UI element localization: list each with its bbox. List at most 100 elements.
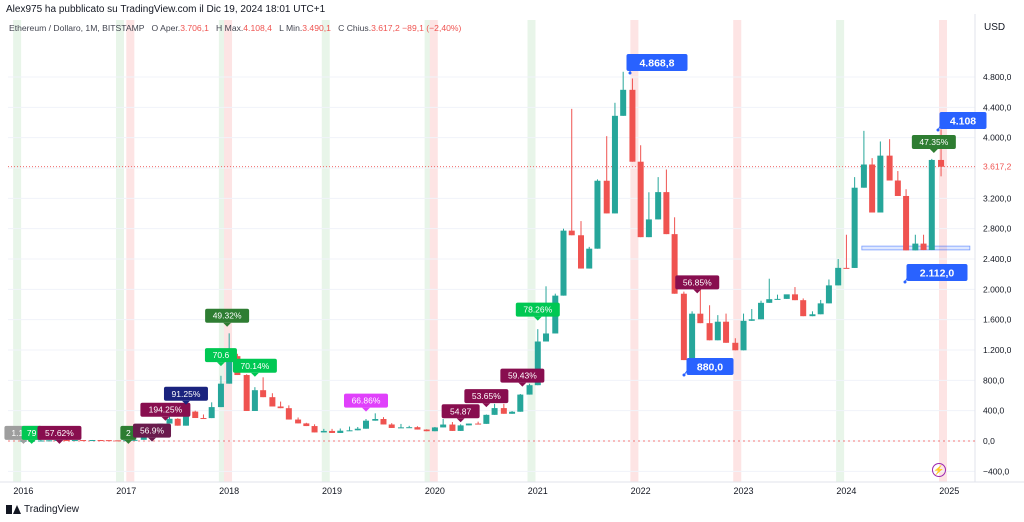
candle[interactable] [260,377,267,398]
candle[interactable] [774,294,781,300]
candle[interactable] [714,315,721,341]
candle[interactable] [483,414,490,424]
candle[interactable] [877,141,884,213]
candle[interactable] [295,417,302,424]
percent-change-label[interactable]: 49.32% [205,308,250,327]
candle[interactable] [817,299,824,315]
candle[interactable] [80,440,87,442]
candle[interactable] [475,421,482,425]
candle[interactable] [354,426,361,431]
candle[interactable] [732,338,739,351]
candle[interactable] [174,418,181,426]
percent-change-label[interactable]: 2 [120,425,137,444]
candle[interactable] [655,177,662,220]
candle[interactable] [886,139,893,181]
candle[interactable] [71,440,78,442]
candle[interactable] [431,426,438,432]
lightning-icon[interactable]: ⚡ [932,463,946,477]
candle[interactable] [414,426,421,430]
percent-change-label[interactable]: 66.86% [343,393,388,412]
candle[interactable] [706,305,713,341]
candle[interactable] [869,158,876,213]
candle[interactable] [912,234,919,251]
candle[interactable] [97,439,104,442]
candle[interactable] [406,425,413,429]
candle[interactable] [894,171,901,196]
candle[interactable] [200,414,207,420]
percent-change-label[interactable]: 59.43% [500,368,545,387]
candle[interactable] [928,158,935,251]
candle[interactable] [89,439,96,442]
candle[interactable] [629,78,636,162]
candle[interactable] [723,313,730,343]
candle[interactable] [526,383,533,395]
currency-label[interactable]: USD [984,22,1006,33]
candle[interactable] [594,179,601,249]
tradingview-brand[interactable]: TradingView [6,504,79,515]
candle[interactable] [809,311,816,317]
candle[interactable] [611,102,618,214]
candle[interactable] [285,405,292,420]
percent-change-label[interactable]: 47.35% [911,135,956,154]
candle[interactable] [791,287,798,301]
percent-change-label[interactable]: 79 [21,425,42,444]
price-callout[interactable]: 4.108 [936,112,987,132]
candle[interactable] [208,402,215,419]
candle[interactable] [766,278,773,303]
percent-change-label[interactable]: 194.25% [140,402,191,421]
price-callout[interactable]: 880,0 [682,358,734,377]
candle[interactable] [115,440,122,442]
candle[interactable] [843,234,850,269]
candle[interactable] [337,428,344,433]
candle[interactable] [105,440,112,442]
candle[interactable] [517,393,524,412]
candle[interactable] [620,71,627,116]
candle[interactable] [217,375,224,408]
candle[interactable] [860,130,867,188]
candle[interactable] [131,439,138,441]
candle[interactable] [560,228,567,296]
percent-change-label[interactable]: 56.9% [133,423,172,442]
candle[interactable] [397,423,404,429]
candle[interactable] [825,279,832,304]
candle[interactable] [851,177,858,268]
candle[interactable] [329,428,336,433]
candle[interactable] [509,411,516,414]
candle[interactable] [697,287,704,324]
candle[interactable] [37,439,44,442]
candle[interactable] [465,423,472,426]
candle[interactable] [440,419,447,428]
candle[interactable] [303,422,310,427]
candle[interactable] [783,294,790,299]
candle[interactable] [671,217,678,294]
candle[interactable] [920,234,927,251]
candle[interactable] [680,291,687,361]
candle[interactable] [586,246,593,269]
percent-change-label[interactable]: 56.85% [675,275,720,294]
candle[interactable] [903,189,910,251]
candle[interactable] [388,423,395,428]
percent-change-label[interactable]: 57.62% [37,425,82,444]
percent-change-label[interactable]: 91.25% [163,386,208,405]
candle[interactable] [269,393,276,407]
candle[interactable] [568,108,575,236]
candle[interactable] [758,300,765,320]
candle[interactable] [46,440,53,442]
candle[interactable] [251,387,258,411]
candle[interactable] [645,192,652,238]
candle[interactable] [603,136,610,214]
candle[interactable] [243,374,250,411]
candle[interactable] [320,428,327,433]
candle[interactable] [637,145,644,238]
candle[interactable] [423,429,430,432]
candle[interactable] [740,313,747,351]
price-callout[interactable]: 4.868,8 [626,54,688,75]
percent-change-label[interactable]: 53.65% [464,389,509,408]
candle[interactable] [372,413,379,421]
candle[interactable] [577,221,584,269]
candle[interactable] [835,259,842,286]
candle[interactable] [663,169,670,235]
percent-change-label[interactable]: 54.87 [441,404,480,423]
candle[interactable] [689,311,696,361]
